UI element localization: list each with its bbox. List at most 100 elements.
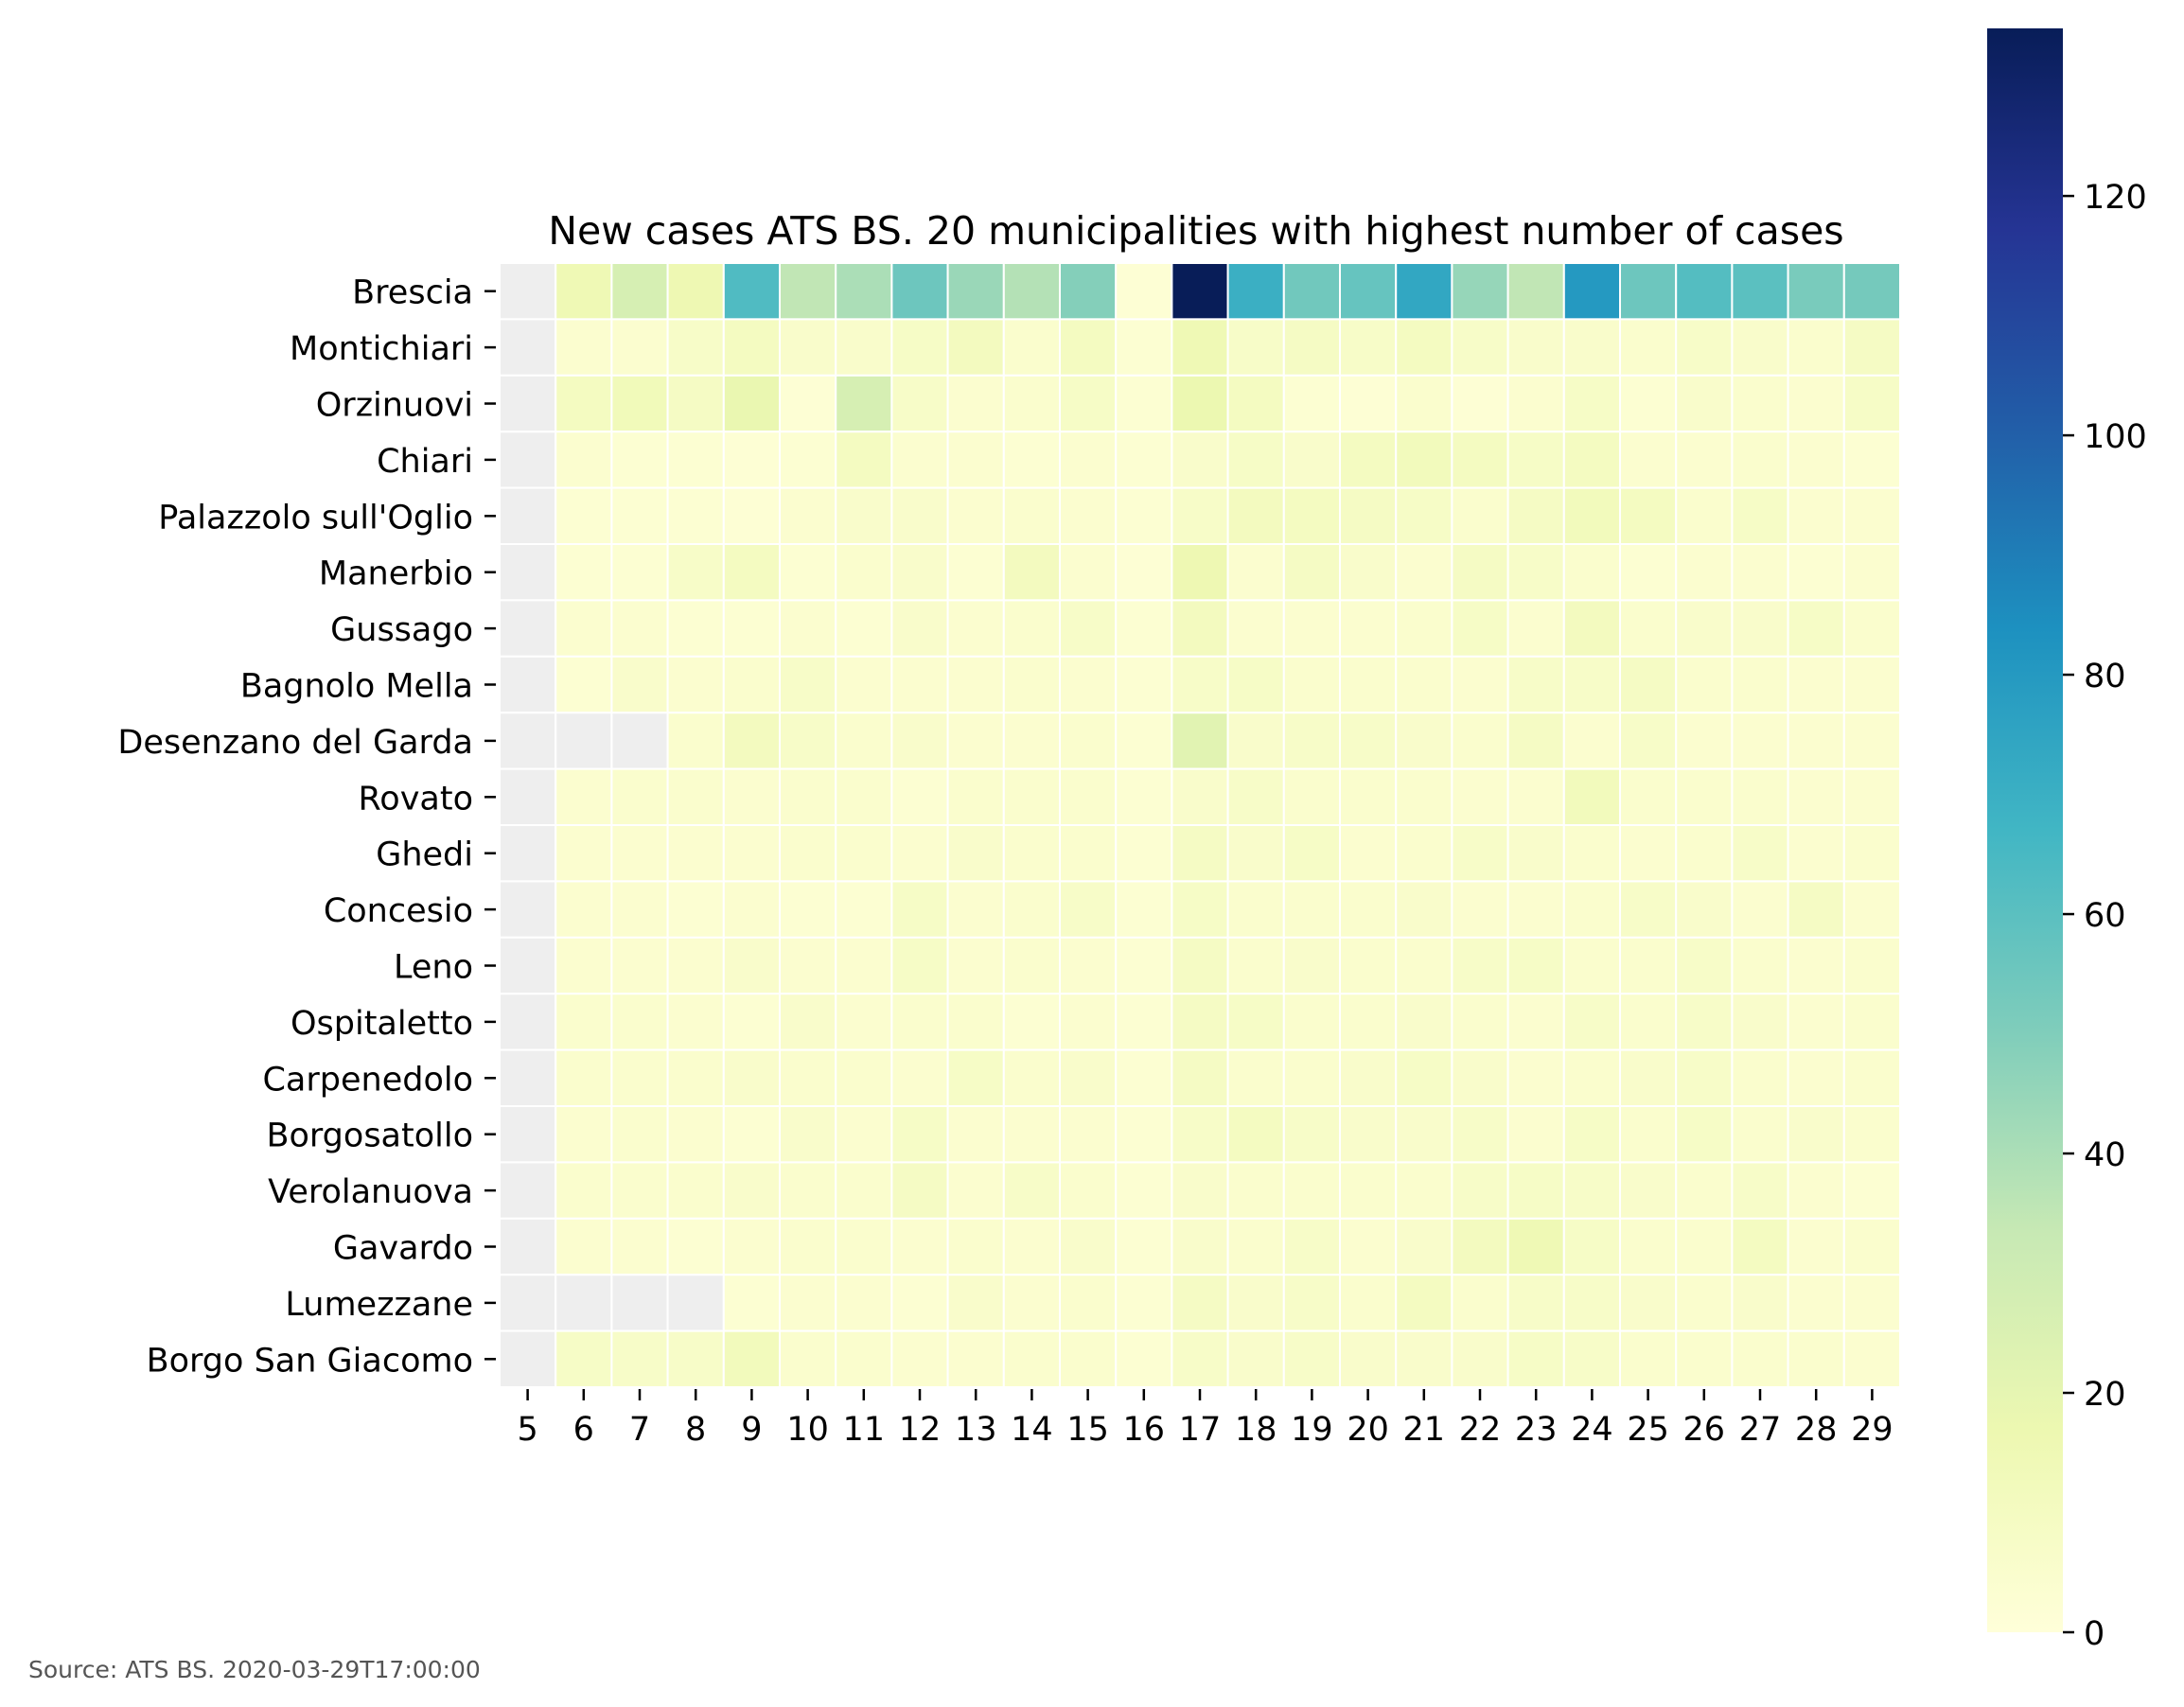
heatmap-cell bbox=[1731, 599, 1789, 658]
x-tick-label: 24 bbox=[1571, 1411, 1613, 1449]
heatmap-cell bbox=[1675, 262, 1734, 321]
heatmap-cell bbox=[1059, 993, 1118, 1051]
heatmap-cell bbox=[1059, 599, 1118, 658]
heatmap-cell bbox=[1282, 880, 1342, 939]
heatmap-cell bbox=[1842, 1161, 1902, 1220]
heatmap-cell bbox=[722, 1274, 781, 1332]
heatmap-cell bbox=[1171, 655, 1229, 714]
heatmap-cell bbox=[1562, 1048, 1622, 1107]
heatmap-cell bbox=[610, 655, 669, 714]
heatmap-cell bbox=[1451, 880, 1509, 939]
heatmap-cell bbox=[1731, 1105, 1789, 1164]
heatmap-cell bbox=[1787, 712, 1845, 770]
heatmap-cell bbox=[1731, 1274, 1789, 1332]
heatmap-cell bbox=[1562, 655, 1622, 714]
heatmap-cell bbox=[1395, 1161, 1453, 1220]
heatmap-cell bbox=[722, 543, 781, 602]
heatmap-cell bbox=[946, 599, 1005, 658]
heatmap-cell bbox=[946, 993, 1005, 1051]
heatmap-cell bbox=[666, 599, 725, 658]
heatmap-cell bbox=[610, 824, 669, 883]
heatmap-cell bbox=[1226, 993, 1285, 1051]
heatmap-cell bbox=[499, 1274, 557, 1332]
heatmap-cell bbox=[835, 374, 893, 433]
heatmap-cell bbox=[890, 712, 949, 770]
heatmap-cell bbox=[1675, 1048, 1734, 1107]
heatmap-cell bbox=[1675, 1161, 1734, 1220]
heatmap-cell bbox=[1451, 1217, 1509, 1276]
heatmap-cell bbox=[1787, 1274, 1845, 1332]
x-tick-label: 12 bbox=[899, 1411, 942, 1449]
heatmap-cell bbox=[1562, 936, 1622, 995]
heatmap-cell bbox=[835, 543, 893, 602]
heatmap-cell bbox=[1562, 374, 1622, 433]
heatmap-cell bbox=[1339, 936, 1398, 995]
heatmap-cell bbox=[946, 318, 1005, 377]
heatmap-cell bbox=[610, 767, 669, 826]
x-tick-label: 14 bbox=[1011, 1411, 1053, 1449]
heatmap-cell bbox=[499, 824, 557, 883]
heatmap-cell bbox=[1451, 824, 1509, 883]
heatmap-cell bbox=[1451, 767, 1509, 826]
heatmap-cell bbox=[1842, 712, 1902, 770]
heatmap-cell bbox=[499, 1048, 557, 1107]
heatmap-cell bbox=[1282, 1161, 1342, 1220]
heatmap-cell bbox=[1506, 1217, 1565, 1276]
heatmap-cell bbox=[779, 543, 837, 602]
heatmap-cell bbox=[946, 543, 1005, 602]
heatmap-cell bbox=[1226, 880, 1285, 939]
heatmap-cell bbox=[1226, 374, 1285, 433]
heatmap-cell bbox=[666, 824, 725, 883]
colorbar: 0 20 40 60 80 100 120 bbox=[1987, 28, 2147, 1653]
heatmap-cell bbox=[1226, 1217, 1285, 1276]
x-tick-label: 19 bbox=[1291, 1411, 1333, 1449]
heatmap-cell bbox=[1731, 767, 1789, 826]
heatmap-cell bbox=[1506, 880, 1565, 939]
heatmap-cell bbox=[1619, 824, 1678, 883]
heatmap-cell bbox=[1787, 1105, 1845, 1164]
heatmap-cell bbox=[722, 712, 781, 770]
heatmap-cell bbox=[946, 767, 1005, 826]
heatmap-cell bbox=[1282, 599, 1342, 658]
heatmap-cell bbox=[779, 993, 837, 1051]
heatmap-cell bbox=[1506, 1048, 1565, 1107]
heatmap-cell bbox=[1226, 318, 1285, 377]
heatmap-cell bbox=[1675, 936, 1734, 995]
heatmap-cell bbox=[499, 712, 557, 770]
heatmap-cell bbox=[1115, 318, 1173, 377]
heatmap-cell bbox=[1562, 1105, 1622, 1164]
heatmap-cell bbox=[1002, 1329, 1062, 1388]
heatmap-cell bbox=[1226, 599, 1285, 658]
heatmap-cell bbox=[1059, 486, 1118, 545]
heatmap-cell bbox=[946, 1217, 1005, 1276]
heatmap-cell bbox=[946, 374, 1005, 433]
x-tick-label: 13 bbox=[955, 1411, 997, 1449]
heatmap-cell bbox=[1562, 767, 1622, 826]
x-tick-label: 21 bbox=[1403, 1411, 1446, 1449]
heatmap-cell bbox=[1506, 1161, 1565, 1220]
heatmap-cell bbox=[1619, 318, 1678, 377]
x-tick-label: 20 bbox=[1347, 1411, 1389, 1449]
heatmap-cell bbox=[1115, 1217, 1173, 1276]
heatmap-cell bbox=[1115, 486, 1173, 545]
heatmap-cell bbox=[666, 936, 725, 995]
x-axis: 5 6 7 8 9 10 11 12 13 14 15 16 17 18 19 20 21 22 23 24 25 26 2… bbox=[517, 1389, 1893, 1449]
heatmap-cell bbox=[666, 543, 725, 602]
heatmap-cell bbox=[1002, 1217, 1062, 1276]
heatmap-cell bbox=[499, 374, 557, 433]
heatmap-cell bbox=[610, 936, 669, 995]
heatmap-cell bbox=[835, 599, 893, 658]
heatmap-cell bbox=[1171, 431, 1229, 489]
heatmap-cell bbox=[890, 824, 949, 883]
heatmap-cell bbox=[1675, 1105, 1734, 1164]
heatmap-cell bbox=[555, 993, 613, 1051]
heatmap-cell bbox=[1226, 543, 1285, 602]
y-tick-label: Montichiari bbox=[290, 330, 473, 368]
heatmap-cell bbox=[1339, 262, 1398, 321]
colorbar-tick-label: 0 bbox=[2084, 1615, 2105, 1653]
heatmap-cell bbox=[835, 824, 893, 883]
heatmap-cell bbox=[1731, 374, 1789, 433]
heatmap-cell bbox=[1787, 486, 1845, 545]
heatmap-cell bbox=[610, 1161, 669, 1220]
heatmap-cell bbox=[722, 431, 781, 489]
